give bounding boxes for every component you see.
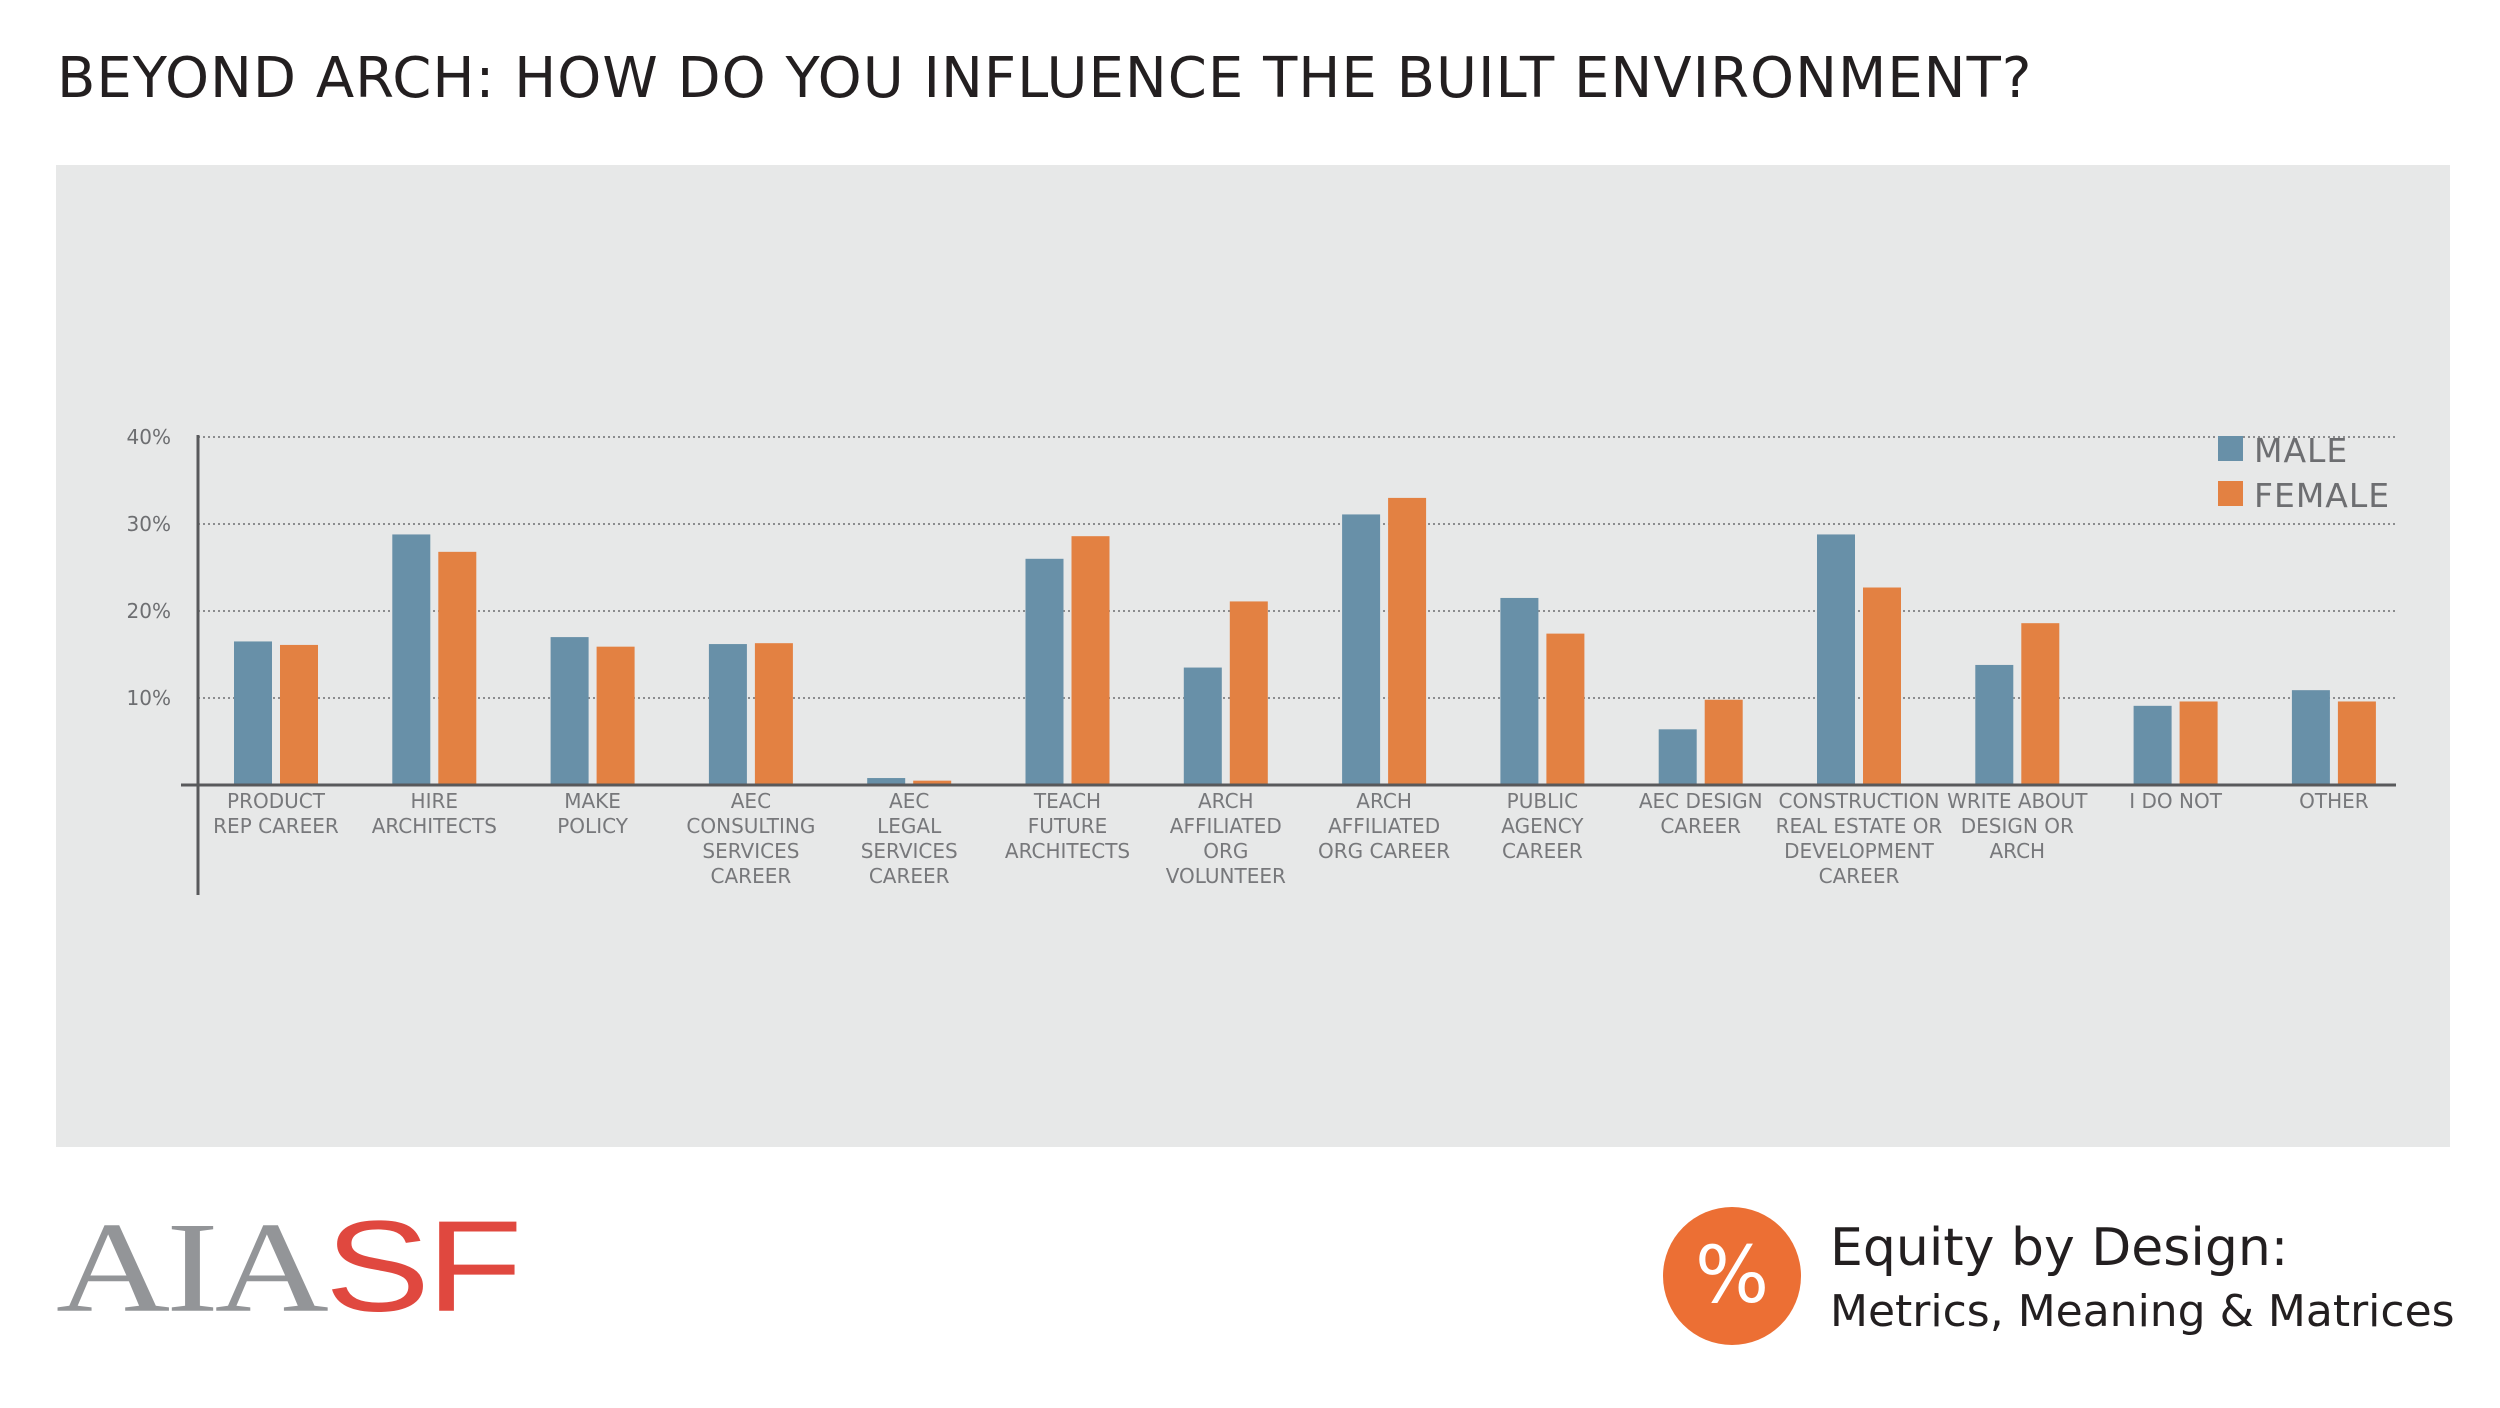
x-tick-label: AEC LEGAL SERVICES CAREER bbox=[861, 789, 958, 888]
bar-female bbox=[2337, 701, 2376, 785]
bar-male bbox=[1817, 534, 1855, 785]
x-tick-label: MAKE POLICY bbox=[557, 789, 628, 838]
bar-female bbox=[438, 551, 477, 785]
x-axis-labels: PRODUCT REP CAREER HIRE ARCHITECTS MAKE POLIC… bbox=[213, 789, 2369, 888]
chart-panel: 40% 30% 20% 10% PRODUCT REP CAREER HIRE ARCHIT… bbox=[56, 165, 2450, 1147]
x-tick-label: ARCH AFFILIATED ORG VOLUNTEER bbox=[1166, 789, 1286, 888]
bar-female bbox=[1863, 587, 1901, 785]
x-tick-label: I DO NOT bbox=[2129, 789, 2222, 813]
legend-swatch-male bbox=[2218, 436, 2243, 461]
bar-male bbox=[708, 644, 747, 785]
bar-male bbox=[1025, 558, 1064, 785]
percent-badge-icon: % bbox=[1663, 1207, 1801, 1345]
bar-female bbox=[1229, 601, 1268, 785]
bar-male bbox=[1183, 667, 1222, 785]
bars bbox=[234, 497, 2376, 785]
legend: MALE FEMALE bbox=[2218, 431, 2390, 515]
y-tick-label: 30% bbox=[127, 512, 171, 536]
bar-male bbox=[2291, 690, 2330, 785]
bar-male bbox=[867, 778, 906, 785]
x-tick-label: WRITE ABOUT DESIGN OR ARCH bbox=[1947, 789, 2088, 863]
gridlines bbox=[198, 436, 2396, 699]
bar-female bbox=[754, 643, 793, 785]
bar-female bbox=[1388, 497, 1427, 785]
x-tick-label: PRODUCT REP CAREER bbox=[213, 789, 339, 838]
y-axis-ticks: 40% 30% 20% 10% bbox=[127, 425, 171, 710]
y-tick-label: 10% bbox=[127, 686, 171, 710]
bar-male bbox=[1342, 514, 1381, 785]
aiasf-logo: AIASF bbox=[56, 1202, 523, 1333]
percent-symbol: % bbox=[1694, 1231, 1770, 1321]
page-title: BEYOND ARCH: HOW DO YOU INFLUENCE THE BU… bbox=[57, 46, 2033, 111]
bar-male bbox=[234, 641, 272, 785]
bar-female bbox=[913, 780, 952, 785]
x-tick-label: AEC CONSULTING SERVICES CAREER bbox=[686, 789, 815, 888]
bar-female bbox=[1071, 536, 1110, 785]
bar-male bbox=[1500, 597, 1539, 785]
legend-label-male: MALE bbox=[2254, 431, 2348, 470]
x-tick-label: OTHER bbox=[2299, 789, 2369, 813]
bar-female bbox=[596, 646, 635, 785]
bar-female bbox=[1546, 633, 1585, 785]
x-tick-label: CONSTRUCTION REAL ESTATE OR DEVELOPMENT CAR… bbox=[1776, 789, 1943, 888]
bar-male bbox=[392, 534, 431, 785]
bar-female bbox=[2179, 701, 2218, 785]
x-tick-label: ARCH AFFILIATED ORG CAREER bbox=[1318, 789, 1450, 863]
logo-text-aia: AIA bbox=[56, 1195, 329, 1340]
bar-male bbox=[1975, 664, 2014, 785]
bar-male bbox=[1658, 729, 1697, 785]
x-tick-label: PUBLIC AGENCY CAREER bbox=[1501, 789, 1584, 863]
x-tick-label: AEC DESIGN CAREER bbox=[1639, 789, 1763, 838]
equity-subtitle: Metrics, Meaning & Matrices bbox=[1830, 1286, 2455, 1337]
y-tick-label: 20% bbox=[127, 599, 171, 623]
equity-title: Equity by Design: bbox=[1830, 1218, 2289, 1278]
legend-label-female: FEMALE bbox=[2254, 476, 2390, 515]
bar-male bbox=[2133, 705, 2172, 785]
bar-female bbox=[1704, 699, 1743, 785]
bar-chart: 40% 30% 20% 10% PRODUCT REP CAREER HIRE ARCHIT… bbox=[127, 425, 2396, 895]
bar-female bbox=[280, 644, 318, 785]
y-tick-label: 40% bbox=[127, 425, 171, 449]
x-tick-label: HIRE ARCHITECTS bbox=[372, 789, 497, 838]
bar-male bbox=[550, 637, 589, 785]
bar-female bbox=[2021, 623, 2060, 785]
logo-text-sf: SF bbox=[324, 1194, 523, 1339]
legend-swatch-female bbox=[2218, 481, 2243, 506]
x-tick-label: TEACH FUTURE ARCHITECTS bbox=[1005, 789, 1130, 863]
